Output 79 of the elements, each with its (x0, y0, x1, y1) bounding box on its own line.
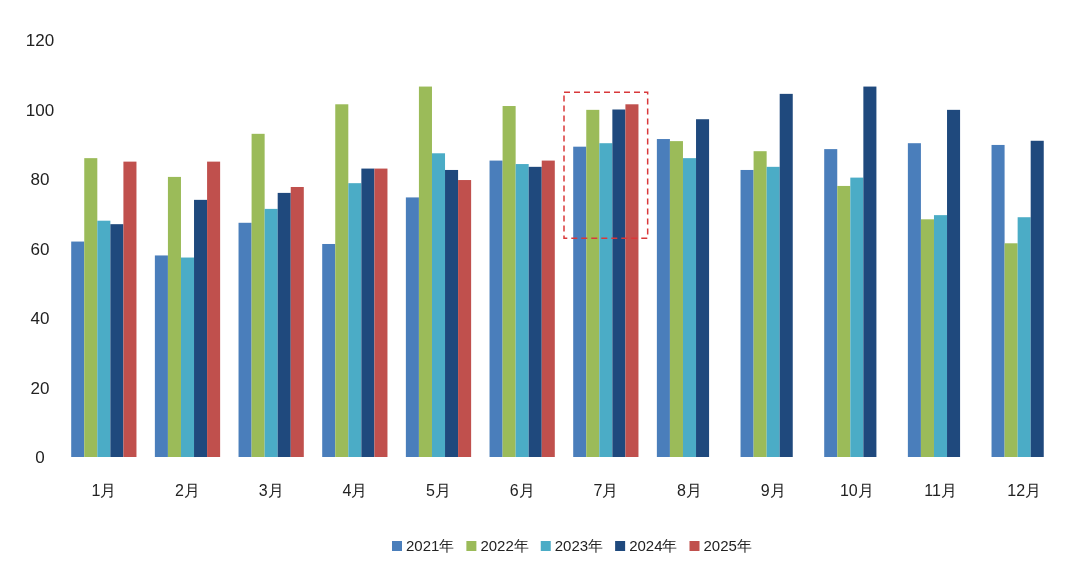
bar (740, 169, 754, 457)
bar (696, 119, 710, 457)
bar (348, 183, 362, 457)
x-tick-label: 9月 (760, 482, 786, 499)
bar (753, 151, 767, 457)
bar (84, 158, 98, 457)
bar (71, 241, 85, 457)
bar (669, 141, 683, 457)
bar (528, 166, 542, 457)
x-tick-label: 4月 (342, 482, 368, 499)
bar (947, 109, 961, 457)
y-tick-label: 120 (25, 31, 55, 50)
x-tick-label: 2月 (175, 482, 200, 499)
bar (361, 168, 375, 457)
bar (264, 208, 278, 457)
y-tick-label: 40 (30, 309, 50, 328)
y-tick-label: 20 (30, 378, 50, 398)
legend-label: 2023年 (554, 537, 604, 554)
bar (458, 180, 472, 457)
bar (837, 185, 851, 457)
bar (251, 133, 265, 457)
y-tick-label: 100 (25, 100, 55, 120)
legend-label: 2022年 (480, 537, 529, 554)
bar (194, 199, 208, 457)
x-tick-label: 1月 (91, 482, 117, 499)
bar (612, 109, 626, 457)
bar (335, 104, 349, 457)
x-tick-label: 3月 (258, 482, 284, 499)
bar (290, 186, 304, 457)
bar (1017, 217, 1031, 457)
bar (824, 149, 838, 457)
bar (322, 243, 336, 457)
y-tick-label: 60 (30, 239, 50, 259)
bar (907, 143, 921, 457)
legend-label: 2021年 (406, 537, 455, 554)
x-tick-label: 7月 (593, 482, 619, 499)
bar (766, 166, 780, 457)
bar (489, 160, 503, 457)
x-tick-label: 12月 (1007, 482, 1042, 499)
bar (418, 86, 432, 457)
bar (779, 93, 793, 457)
bar (154, 255, 168, 457)
bar (445, 169, 459, 457)
bar (1004, 243, 1018, 457)
bar (123, 161, 137, 457)
bar (656, 139, 670, 457)
y-tick-label: 0 (35, 448, 45, 467)
bar (502, 106, 516, 457)
bar (991, 144, 1005, 457)
bar (238, 222, 252, 457)
bar (167, 176, 181, 457)
bar (933, 215, 948, 457)
bar (573, 146, 587, 457)
bar (682, 158, 697, 457)
x-tick-label: 8月 (677, 482, 702, 499)
x-tick-label: 11月 (924, 482, 957, 499)
y-tick-label: 80 (30, 170, 50, 189)
bar (405, 197, 419, 457)
bar (431, 153, 446, 457)
bar (180, 257, 195, 457)
bar (599, 143, 613, 457)
bar (207, 161, 221, 457)
bar (1030, 140, 1044, 457)
x-tick-label: 10月 (839, 482, 874, 499)
bar (515, 164, 529, 457)
bar (625, 104, 639, 457)
bar (97, 220, 111, 457)
legend-label: 2025年 (703, 537, 752, 554)
legend-label: 2024年 (629, 537, 678, 554)
bar (110, 224, 124, 457)
bar (863, 86, 877, 457)
x-tick-label: 5月 (426, 482, 451, 499)
bar (586, 109, 600, 457)
x-tick-label: 6月 (509, 482, 535, 499)
bar (541, 160, 555, 457)
bar (374, 168, 388, 457)
bar (850, 177, 864, 457)
bar (277, 192, 291, 457)
bar (920, 219, 934, 457)
